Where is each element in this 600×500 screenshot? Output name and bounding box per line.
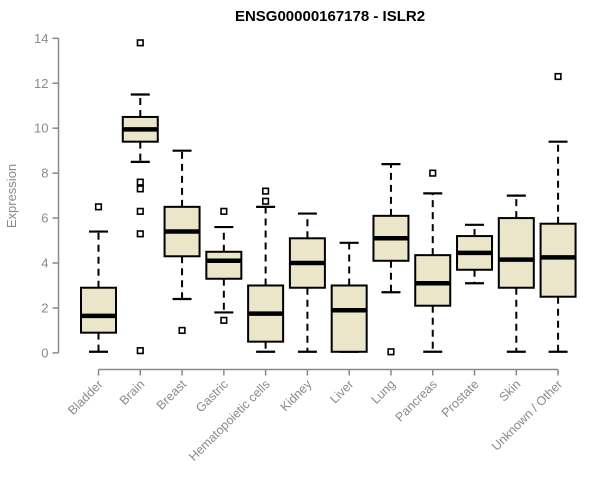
x-tick-label: Hematopoietic cells: [186, 377, 273, 464]
box-pancreas: [414, 254, 452, 307]
outlier-point: [136, 39, 144, 47]
outlier-point: [220, 207, 228, 215]
outlier-point: [136, 230, 144, 238]
y-tick-label: 14: [34, 31, 48, 46]
y-tick-label: 0: [41, 345, 48, 360]
box-skin: [497, 217, 535, 289]
outlier-point: [136, 185, 144, 193]
x-tick-label: Skin: [496, 377, 523, 404]
box-gastric: [205, 250, 243, 280]
outlier-point: [262, 187, 270, 195]
y-tick-label: 12: [34, 76, 48, 91]
outlier-point: [136, 178, 144, 186]
y-tick-label: 10: [34, 121, 48, 136]
y-tick-label: 8: [41, 166, 48, 181]
outlier-point: [429, 169, 437, 177]
outlier-point: [136, 207, 144, 215]
x-tick-label: Kidney: [278, 377, 315, 414]
x-tick-label: Unknown / Other: [489, 377, 565, 453]
y-tick-label: 2: [41, 300, 48, 315]
y-tick-label: 4: [41, 256, 48, 271]
plot-area: 0 2 4 6 8 10 12 14 Bladder Brain Breast GastricHema…: [34, 31, 577, 464]
box-unknown-other: [539, 222, 577, 298]
outlier-point: [554, 72, 562, 81]
x-tick-label: Gastric: [193, 377, 231, 415]
y-axis-label: Expression: [4, 164, 19, 228]
x-tick-label: Pancreas: [393, 377, 440, 424]
chart-title: ENSG00000167178 - ISLR2: [235, 8, 425, 25]
outlier-point: [136, 347, 144, 355]
box-liver: [330, 284, 368, 353]
x-tick-label: Lung: [369, 377, 399, 407]
x-tick-label: Breast: [154, 377, 190, 413]
outlier-point: [178, 326, 186, 335]
box-bladder: [80, 286, 117, 334]
x-tick-label: Bladder: [65, 377, 105, 417]
outlier-point: [262, 197, 270, 205]
x-tick-label: Brain: [117, 377, 148, 408]
outlier-point: [220, 316, 228, 324]
y-tick-label: 6: [41, 211, 48, 226]
x-tick-label: Liver: [327, 377, 356, 406]
outlier-point: [387, 348, 395, 356]
outlier-point: [94, 203, 103, 211]
x-tick-label: Prostate: [439, 377, 482, 420]
